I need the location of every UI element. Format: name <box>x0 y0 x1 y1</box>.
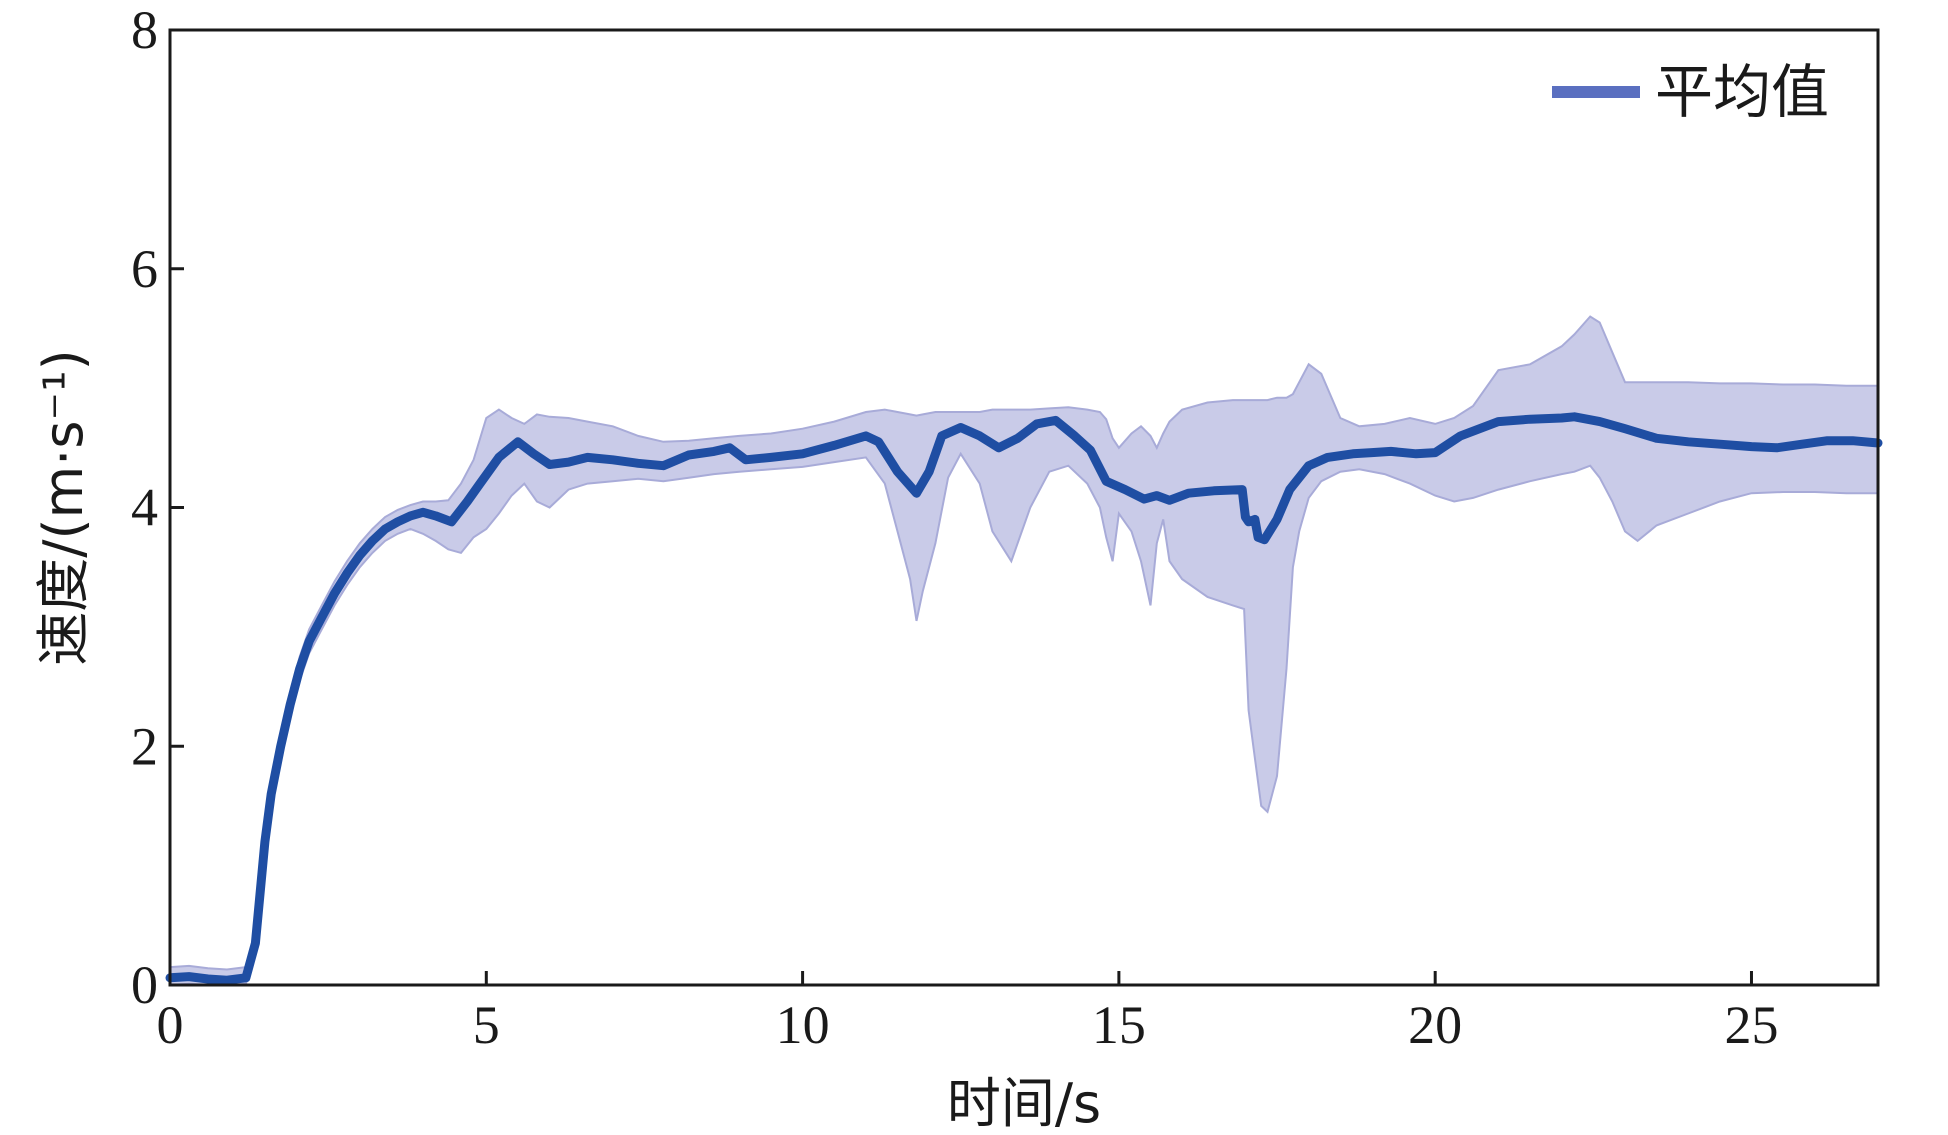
range-band <box>169 315 1879 987</box>
x-tick-label: 20 <box>1408 995 1462 1055</box>
mean-line-layer <box>165 412 1883 985</box>
mean-series-line <box>165 412 1883 985</box>
range-band-layer <box>169 315 1879 987</box>
legend-label-mean: 平均值 <box>1655 58 1829 126</box>
x-tick-label: 25 <box>1724 995 1778 1055</box>
y-tick-label: 8 <box>131 0 158 60</box>
legend: 平均值 <box>1552 58 1829 126</box>
x-tick-label: 0 <box>157 995 184 1055</box>
y-tick-label: 4 <box>131 478 158 538</box>
y-axis: 0 2 4 6 8 <box>131 0 184 1015</box>
x-tick-label: 15 <box>1092 995 1146 1055</box>
x-tick-label: 10 <box>776 995 830 1055</box>
y-tick-label: 2 <box>131 716 158 776</box>
y-tick-label: 6 <box>131 239 158 299</box>
y-tick-label: 0 <box>131 955 158 1015</box>
x-tick-label: 5 <box>473 995 500 1055</box>
y-axis-title: 速度/(m·s⁻¹) <box>32 349 95 665</box>
x-axis-title: 时间/s <box>947 1072 1101 1135</box>
x-axis: 0 5 10 15 20 25 <box>157 971 1778 1055</box>
